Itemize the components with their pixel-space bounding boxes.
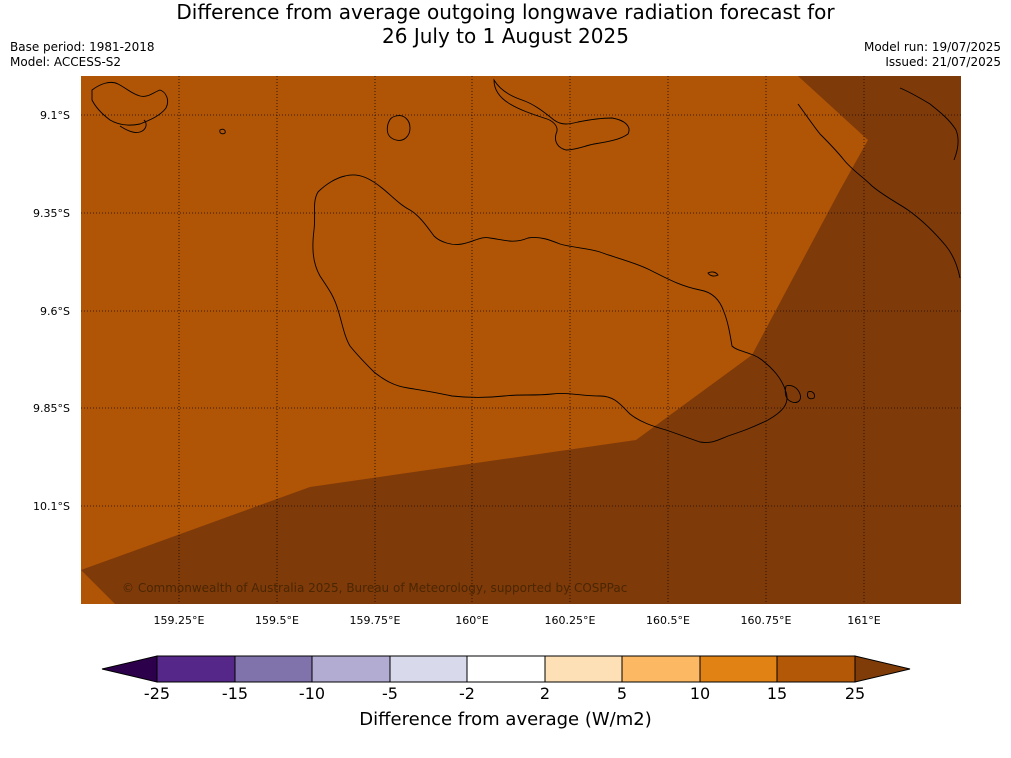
lon-label: 159.25°E [153, 614, 205, 627]
lat-label: 9.85°S [33, 402, 70, 415]
colorbar-segment [389, 655, 468, 683]
colorbar-under-extension [101, 655, 158, 683]
colorbar-segment [311, 655, 391, 683]
coastline-savo [386, 115, 411, 141]
coastline-small-islet [707, 271, 719, 277]
colorbar-segment [621, 655, 701, 683]
colorbar-tick: 2 [539, 684, 551, 703]
coastline-east-islets [784, 385, 815, 403]
lon-label: 160°E [455, 614, 489, 627]
colorbar-segment [776, 655, 856, 683]
colorbar-tick: -5 [382, 684, 398, 703]
chart-title: Difference from average outgoing longwav… [0, 0, 1011, 48]
lon-label: 160.25°E [544, 614, 596, 627]
lat-label: 9.35°S [33, 207, 70, 220]
base-period-text: Base period: 1981-2018 [10, 40, 155, 54]
coastline-malaita [797, 103, 961, 279]
lon-label: 161°E [847, 614, 881, 627]
colorbar-segment [234, 655, 313, 683]
model-text: Model: ACCESS-S2 [10, 55, 122, 69]
colorbar-tick: -10 [298, 684, 326, 703]
colorbar-tick: -2 [459, 684, 475, 703]
colorbar-segment [544, 655, 623, 683]
colorbar-title: Difference from average (W/m2) [359, 709, 652, 730]
copyright-text: © Commonwealth of Australia 2025, Bureau… [122, 581, 627, 595]
lon-label: 159.5°E [255, 614, 299, 627]
coastline-small-island-w [219, 128, 226, 135]
colorbar-segment [699, 655, 778, 683]
map-area: © Commonwealth of Australia 2025, Bureau… [81, 76, 961, 604]
colorbar-tick: -15 [221, 684, 249, 703]
model-run-text: Model run: 19/07/2025 [863, 40, 1001, 54]
meta-right: Model run: 19/07/2025 Issued: 21/07/2025 [864, 40, 1001, 70]
lat-label: 10.1°S [33, 500, 70, 513]
title-line-1: Difference from average outgoing longwav… [176, 0, 835, 24]
colorbar-tick: 25 [844, 684, 866, 703]
colorbar-tick: 15 [766, 684, 788, 703]
gridlines [81, 76, 961, 604]
issued-text: Issued: 21/07/2025 [885, 55, 1001, 69]
lon-label: 159.75°E [349, 614, 401, 627]
colorbar-tick: -25 [143, 684, 171, 703]
lon-label: 160.75°E [740, 614, 792, 627]
lat-label: 9.1°S [40, 109, 70, 122]
lat-label: 9.6°S [40, 305, 70, 318]
stronger-anomaly-region [81, 76, 961, 604]
colorbar-segment [466, 655, 546, 683]
coastline-northeast-islands [899, 87, 959, 161]
coastline-northwest-islands [91, 81, 169, 133]
coastline-guadalcanal [312, 174, 788, 443]
lon-label: 160.5°E [646, 614, 690, 627]
coastline-nggela-islands [493, 78, 630, 151]
title-line-2: 26 July to 1 August 2025 [382, 24, 629, 48]
colorbar-segment [156, 655, 236, 683]
colorbar-tick: 10 [689, 684, 711, 703]
meta-left: Base period: 1981-2018 Model: ACCESS-S2 [10, 40, 155, 70]
colorbar-over-extension [854, 655, 911, 683]
coastlines [91, 78, 961, 443]
colorbar-tick: 5 [616, 684, 628, 703]
colorbar [101, 655, 911, 683]
